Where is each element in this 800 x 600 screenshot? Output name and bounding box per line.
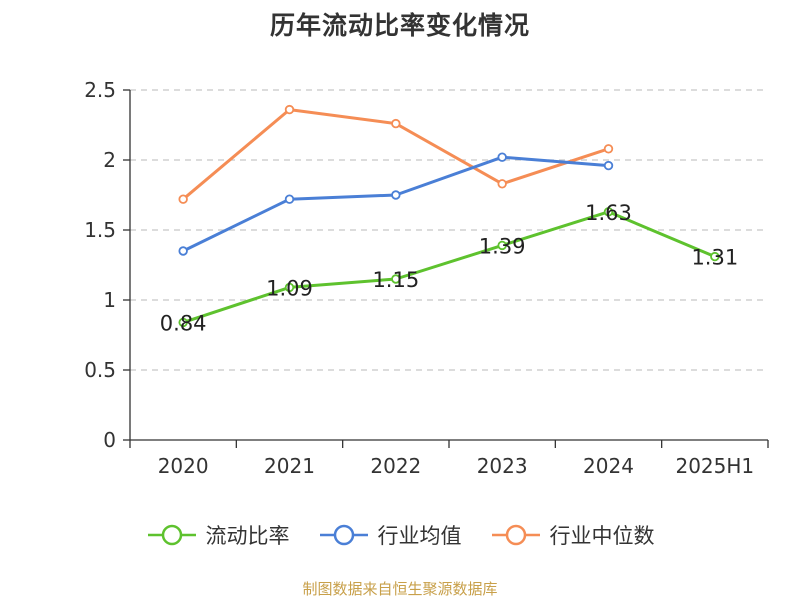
data-point-s0-5	[710, 251, 720, 262]
series-line-0	[182, 210, 716, 324]
legend-label-industry-mean: 行业均值	[377, 524, 462, 548]
data-label-4: 1.63	[585, 201, 632, 225]
y-tick-label-2: 1	[103, 288, 116, 312]
data-point-s0-1	[284, 282, 295, 293]
legend-item-industry-median[interactable]: 行业中位数	[490, 520, 655, 550]
y-tick-label-5: 2.5	[84, 78, 116, 102]
x-tick-label-2: 2022	[370, 454, 421, 478]
data-label-1: 1.09	[266, 276, 313, 300]
data-point-s1-3	[497, 152, 507, 162]
legend-label-industry-median: 行业中位数	[549, 524, 655, 548]
legend-marker-current-ratio	[147, 524, 196, 546]
x-tick-label-3: 2023	[477, 454, 528, 478]
data-point-s2-2	[391, 118, 401, 129]
legend-marker-industry-median	[491, 524, 540, 546]
data-point-s0-4	[603, 207, 614, 217]
y-tick-label-4: 2	[103, 148, 116, 172]
data-point-s0-0	[178, 317, 188, 328]
y-tick-label-1: 0.5	[84, 358, 116, 382]
legend-item-current-ratio[interactable]: 流动比率	[146, 520, 290, 550]
x-tick-label-1: 2021	[264, 454, 315, 478]
y-tick-label-3: 1.5	[84, 218, 116, 242]
data-point-s2-1	[284, 104, 295, 115]
data-label-5: 1.31	[691, 246, 738, 270]
data-label-3: 1.39	[479, 234, 526, 258]
data-label-2: 1.15	[372, 268, 419, 292]
x-tick-label-0: 2020	[158, 454, 209, 478]
legend: 流动比率 行业均值 行业中位数	[0, 520, 800, 550]
data-point-s2-0	[178, 194, 188, 204]
chart-title: 历年流动比率变化情况	[269, 11, 530, 40]
data-point-s0-3	[497, 240, 507, 251]
x-tick-label-4: 2024	[583, 454, 634, 478]
data-point-s1-2	[391, 190, 401, 200]
data-source-note: 制图数据来自恒生聚源数据库	[302, 580, 498, 598]
legend-label-current-ratio: 流动比率	[205, 524, 290, 548]
legend-item-industry-mean[interactable]: 行业均值	[318, 520, 462, 550]
data-point-s1-1	[284, 194, 295, 204]
legend-marker-industry-mean	[319, 524, 368, 546]
data-point-s1-4	[603, 160, 614, 171]
data-point-s0-2	[391, 274, 401, 284]
data-point-s1-0	[178, 246, 188, 256]
data-point-s2-4	[603, 144, 614, 154]
data-point-s2-3	[497, 179, 507, 189]
y-tick-label-0: 0	[103, 428, 116, 452]
x-tick-label-5: 2025H1	[675, 454, 754, 478]
data-label-0: 0.84	[160, 311, 207, 335]
